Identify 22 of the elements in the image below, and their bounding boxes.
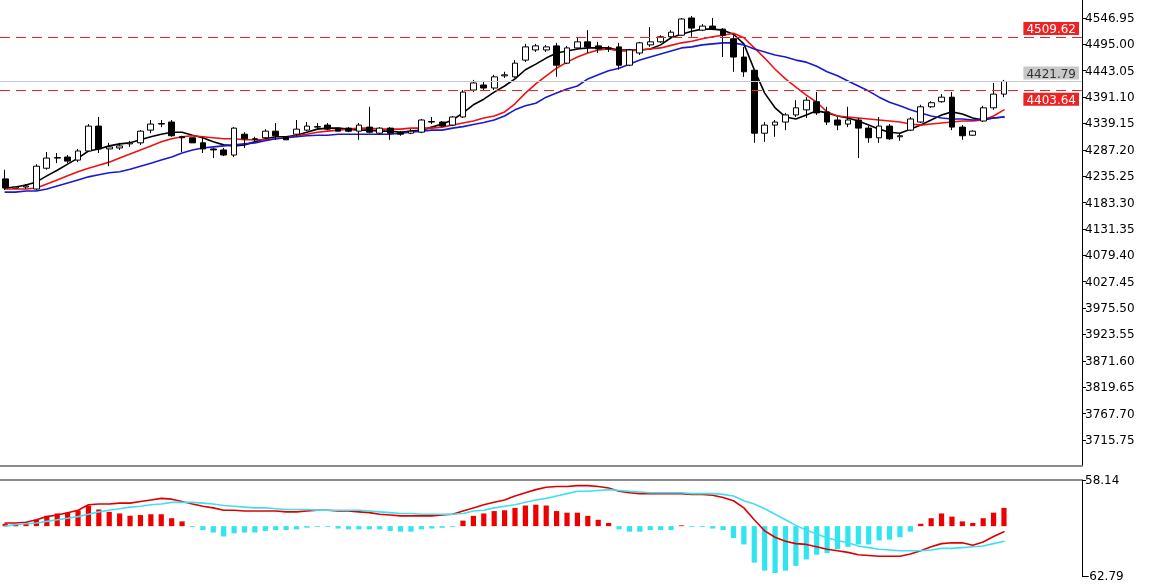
y-tick-label: 4495.00 (1085, 37, 1135, 52)
y-tick-label: 3975.50 (1085, 301, 1135, 316)
y-tick-label: 4235.25 (1085, 169, 1135, 184)
y-tick-label: 4131.35 (1085, 221, 1135, 236)
y-tick-label: 3923.55 (1085, 327, 1135, 342)
y-tick-label: 4027.45 (1085, 274, 1135, 289)
y-tick-label: 4546.95 (1085, 11, 1135, 25)
y-tick-label: 3715.75 (1085, 432, 1135, 447)
y-tick-label: -62.79 (1085, 569, 1124, 583)
y-tick-label: 3871.60 (1085, 353, 1135, 368)
y-tick-label: 3819.65 (1085, 380, 1135, 395)
y-tick-label: 4287.20 (1085, 142, 1135, 157)
ref-line-label: 4421.79 (1026, 66, 1076, 81)
ref-line-label: 4509.62 (1026, 21, 1076, 36)
y-tick-label: 58.14 (1085, 473, 1120, 487)
y-tick-label: 4079.40 (1085, 248, 1135, 263)
ref-line-label: 4403.64 (1026, 92, 1076, 107)
y-tick-label: 3767.70 (1085, 406, 1135, 421)
y-tick-label: 4339.15 (1085, 116, 1135, 131)
y-tick-label: 4391.10 (1085, 90, 1135, 105)
y-tick-label: 4183.30 (1085, 195, 1135, 210)
y-tick-label: 4443.05 (1085, 63, 1135, 78)
